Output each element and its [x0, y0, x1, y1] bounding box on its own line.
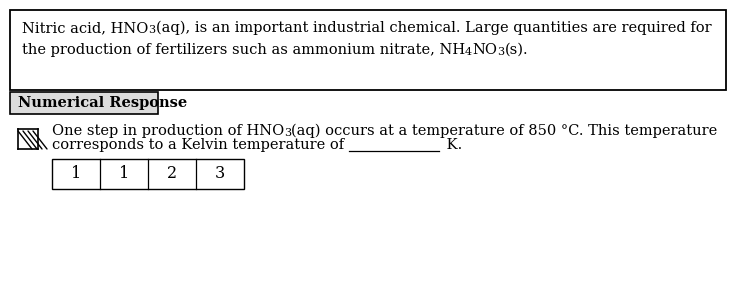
- Text: 3: 3: [498, 47, 504, 57]
- Text: NO: NO: [473, 43, 498, 57]
- Text: Numerical Response: Numerical Response: [18, 96, 187, 110]
- Text: 4: 4: [465, 47, 473, 57]
- Text: (aq), is an important industrial chemical. Large quantities are required for: (aq), is an important industrial chemica…: [155, 20, 711, 35]
- FancyBboxPatch shape: [52, 159, 244, 189]
- Text: corresponds to a Kelvin temperature of: corresponds to a Kelvin temperature of: [52, 138, 349, 152]
- FancyBboxPatch shape: [10, 10, 726, 90]
- Text: (s).: (s).: [504, 43, 528, 57]
- Text: the production of fertilizers such as ammonium nitrate, NH: the production of fertilizers such as am…: [22, 43, 465, 57]
- Text: 3: 3: [149, 25, 155, 35]
- Text: (aq) occurs at a temperature of 850 °C. This temperature: (aq) occurs at a temperature of 850 °C. …: [291, 124, 718, 138]
- Text: One step in production of HNO: One step in production of HNO: [52, 124, 284, 138]
- Text: 1: 1: [119, 165, 129, 182]
- Text: 1: 1: [71, 165, 81, 182]
- Text: 3: 3: [215, 165, 225, 182]
- Text: Nitric acid, HNO: Nitric acid, HNO: [22, 21, 149, 35]
- Text: 3: 3: [284, 128, 291, 138]
- Text: 2: 2: [167, 165, 177, 182]
- Text: K.: K.: [442, 138, 462, 152]
- FancyBboxPatch shape: [10, 92, 158, 114]
